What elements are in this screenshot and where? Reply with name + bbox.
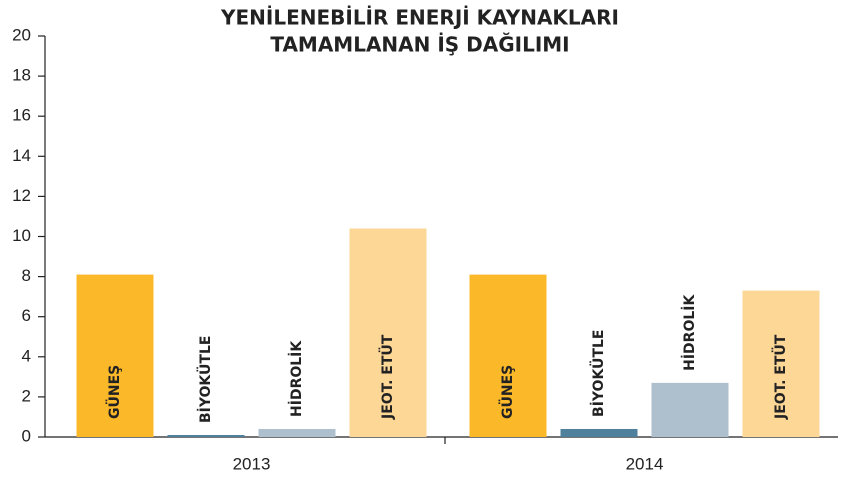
bar (742, 290, 820, 437)
y-tick-label: 8 (22, 266, 31, 285)
y-tick-label: 4 (22, 346, 31, 365)
bar (469, 274, 547, 437)
y-tick-label: 0 (22, 426, 31, 445)
series-label: GÜNEŞ (105, 365, 123, 419)
x-tick-label: 2014 (626, 454, 664, 473)
y-tick-label: 2 (22, 386, 31, 405)
series-label: BİYOKÜTLE (589, 330, 607, 417)
y-tick-label: 20 (12, 25, 31, 44)
bar (651, 382, 729, 437)
series-label: HİDROLİK (288, 340, 305, 417)
bar (258, 428, 336, 437)
series-label: JEOT. ETÜT (378, 334, 396, 420)
bar (167, 434, 245, 437)
chart-title: YENİLENEBİLİR ENERJİ KAYNAKLARI (220, 6, 619, 30)
chart-title: TAMAMLANAN İŞ DAĞILIMI (270, 33, 569, 57)
x-tick-label: 2013 (233, 454, 271, 473)
bar (349, 228, 427, 437)
bar (76, 274, 154, 437)
series-label: GÜNEŞ (498, 365, 516, 419)
y-tick-label: 6 (22, 306, 31, 325)
y-tick-label: 16 (12, 106, 31, 125)
series-label: HİDROLİK (681, 294, 698, 371)
y-tick-label: 14 (12, 146, 31, 165)
y-tick-label: 12 (12, 186, 31, 205)
series-label: BİYOKÜTLE (196, 336, 214, 423)
series-label: JEOT. ETÜT (771, 334, 789, 420)
y-tick-label: 18 (12, 66, 31, 85)
bar (560, 428, 638, 437)
y-tick-label: 10 (12, 226, 31, 245)
